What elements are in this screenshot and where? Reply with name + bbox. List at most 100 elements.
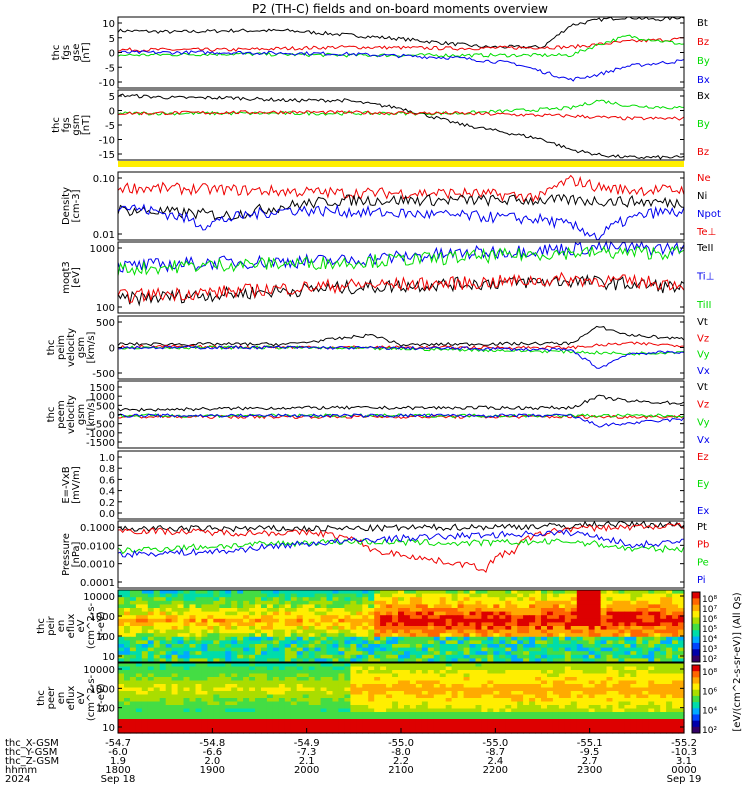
- spectrogram-cell: [529, 593, 536, 598]
- spectrogram-cell: [147, 658, 155, 663]
- spectrogram-cell: [523, 636, 530, 641]
- spectrogram-cell: [552, 615, 560, 620]
- spectrogram-cell: [374, 647, 381, 652]
- spectrogram-cell: [302, 698, 310, 703]
- spectrogram-cell: [189, 629, 197, 634]
- spectrogram-cell: [237, 651, 244, 656]
- spectrogram-cell: [320, 593, 328, 598]
- spectrogram-cell: [207, 618, 214, 623]
- spectrogram-cell: [159, 640, 167, 645]
- spectrogram-cell: [159, 698, 167, 703]
- spectrogram-cell: [344, 729, 351, 734]
- spectrogram-cell: [362, 651, 369, 656]
- spectrogram-cell: [415, 663, 423, 668]
- spectrogram-cell: [124, 654, 131, 659]
- spectrogram-cell: [302, 729, 310, 734]
- spectrogram-cell: [326, 722, 334, 727]
- spectrogram-cell: [612, 726, 620, 731]
- spectrogram-cell: [118, 604, 125, 609]
- spectrogram-cell: [535, 658, 542, 663]
- spectrogram-cell: [290, 629, 298, 634]
- x-row-value: -7.3: [297, 747, 317, 758]
- spectrogram-cell: [219, 615, 226, 620]
- spectrogram-cell: [183, 673, 191, 678]
- spectrogram-cell: [552, 629, 560, 634]
- spectrogram-cell: [606, 729, 614, 734]
- spectrogram-cell: [153, 684, 161, 689]
- spectrogram-cell: [457, 663, 465, 668]
- spectrogram-cell: [618, 647, 626, 652]
- spectrogram-cell: [177, 698, 185, 703]
- legend-bt: Bt: [697, 18, 708, 29]
- spectrogram-cell: [302, 654, 310, 659]
- spectrogram-cell: [225, 604, 232, 609]
- spectrogram-cell: [302, 708, 310, 713]
- spectrogram-cell: [243, 691, 250, 696]
- spectrogram-cell: [350, 593, 357, 598]
- spectrogram-cell: [207, 715, 214, 720]
- spectrogram-cell: [296, 715, 304, 720]
- spectrogram-cell: [141, 604, 149, 609]
- spectrogram-cell: [654, 684, 661, 689]
- spectrogram-cell: [189, 712, 197, 717]
- spectrogram-cell: [421, 633, 429, 638]
- spectrogram-cell: [421, 593, 429, 598]
- spectrogram-cell: [296, 677, 304, 682]
- spectrogram-cell: [195, 694, 203, 699]
- spectrogram-cell: [570, 694, 578, 699]
- spectrogram-cell: [594, 726, 602, 731]
- spectrogram-cell: [570, 726, 578, 731]
- spectrogram-cell: [314, 663, 322, 668]
- spectrogram-cell: [237, 626, 244, 631]
- x-row-value: -55.2: [671, 738, 697, 749]
- spectrogram-cell: [594, 590, 602, 595]
- spectrogram-cell: [624, 729, 631, 734]
- spectrogram-cell: [344, 677, 351, 682]
- spectrogram-cell: [618, 708, 626, 713]
- spectrogram-cell: [213, 708, 220, 713]
- spectrogram-cell: [296, 680, 304, 685]
- spectrogram-cell: [463, 608, 471, 613]
- spectrogram-cell: [564, 597, 572, 602]
- spectrogram-cell: [535, 636, 542, 641]
- spectrogram-cell: [356, 729, 363, 734]
- spectrogram-cell: [404, 715, 411, 720]
- spectrogram-cell: [594, 680, 602, 685]
- spectrogram-cell: [326, 622, 334, 627]
- spectrogram-cell: [392, 629, 399, 634]
- spectrogram-cell: [481, 698, 488, 703]
- spectrogram-cell: [284, 644, 292, 649]
- spectrogram-cell: [171, 615, 179, 620]
- spectrogram-cell: [124, 647, 131, 652]
- spectrogram-cell: [278, 687, 286, 692]
- spectrogram-cell: [135, 712, 143, 717]
- spectrogram-cell: [392, 729, 399, 734]
- spectrogram-cell: [207, 654, 214, 659]
- spectrogram-cell: [451, 705, 459, 710]
- spectrogram-cell: [272, 687, 280, 692]
- spectrogram-cell: [541, 636, 548, 641]
- spectrogram-cell: [511, 644, 518, 649]
- spectrogram-cell: [612, 600, 620, 605]
- spectrogram-cell: [451, 640, 459, 645]
- spectrogram-cell: [409, 611, 417, 616]
- spectrogram-cell: [243, 694, 250, 699]
- spectrogram-cell: [672, 698, 679, 703]
- spectrogram-cell: [612, 629, 620, 634]
- spectrogram-cell: [118, 722, 125, 727]
- spectrogram-cell: [392, 670, 399, 675]
- spectrogram-cell: [594, 663, 602, 668]
- spectrogram-cell: [183, 729, 191, 734]
- spectrogram-cell: [266, 611, 274, 616]
- spectrogram-cell: [409, 691, 417, 696]
- spectrogram-cell: [284, 611, 292, 616]
- spectrogram-cell: [404, 644, 411, 649]
- spectrogram-cell: [189, 673, 197, 678]
- spectrogram-cell: [660, 715, 667, 720]
- spectrogram-cell: [147, 647, 155, 652]
- spectrogram-cell: [380, 708, 387, 713]
- spectrogram-cell: [338, 694, 345, 699]
- spectrogram-cell: [457, 666, 465, 671]
- spectrogram-cell: [284, 633, 292, 638]
- spectrogram-cell: [231, 647, 238, 652]
